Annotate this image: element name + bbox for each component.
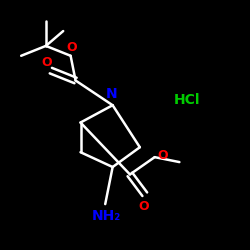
Text: NH₂: NH₂	[92, 209, 121, 223]
Text: N: N	[106, 87, 117, 101]
Text: O: O	[42, 56, 52, 69]
Text: HCl: HCl	[174, 93, 200, 107]
Text: O: O	[138, 200, 149, 213]
Text: O: O	[158, 150, 168, 162]
Text: O: O	[66, 41, 77, 54]
